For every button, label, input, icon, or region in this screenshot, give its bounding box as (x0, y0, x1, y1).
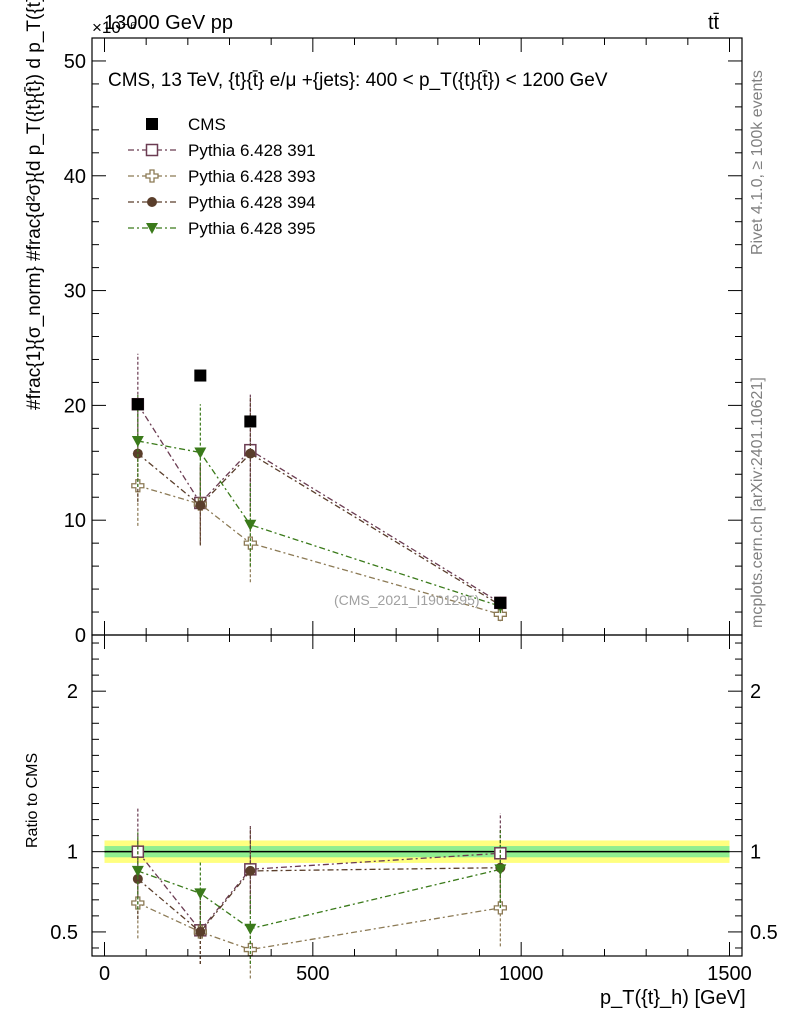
analysis-watermark: (CMS_2021_I1901295) (334, 592, 480, 608)
ratio-tick-label: 0.5 (50, 922, 78, 944)
series-3-ratio-line (137, 867, 501, 933)
series-4-ratio-point (244, 923, 257, 935)
legend-label: Pythia 6.428 395 (188, 219, 316, 238)
series-1-ratio-line (137, 851, 501, 932)
ratio-frame (91, 634, 743, 957)
y-tick-label: 40 (64, 166, 86, 188)
series-2-line (137, 485, 501, 615)
ratio-series-layer (131, 806, 507, 979)
legend-label: Pythia 6.428 394 (188, 193, 316, 212)
cms-data-point (194, 369, 207, 382)
ratio-tick-label-right: 1 (750, 842, 761, 864)
x-tick-label: 1500 (707, 963, 752, 985)
series-2-point (493, 607, 507, 621)
mcplots-label: mcplots.cern.ch [arXiv:2401.10621] (749, 377, 766, 628)
series-3-point (132, 448, 143, 459)
ratio-tick-label-right: 0.5 (750, 922, 778, 944)
x-tick-label: 500 (296, 963, 329, 985)
cms-uncertainty-band (104, 840, 730, 863)
x-axis-ticks: 0 500 1000 1500 (99, 38, 752, 985)
series-4-ratio-point (194, 888, 207, 900)
ratio-tick-label: 2 (67, 681, 78, 703)
plot-title: CMS, 13 TeV, {t}{t̄} e/μ +{jets}: 400 < … (108, 70, 608, 91)
ratio-tick-label: 1 (67, 842, 78, 864)
header-beam-label: 13000 GeV pp (104, 12, 233, 34)
series-3-point (245, 448, 256, 459)
legend-marker (146, 223, 158, 234)
series-4-ratio-point (494, 864, 507, 876)
legend-marker (145, 169, 159, 183)
cms-data-point (494, 596, 507, 609)
legend-marker (145, 143, 159, 157)
y-tick-label: 20 (64, 395, 86, 417)
series-3-line (137, 452, 501, 606)
y-tick-label: 30 (64, 281, 86, 303)
x-tick-label: 0 (99, 963, 110, 985)
ratio-tick-label-right: 2 (750, 681, 761, 703)
cms-data-point (131, 398, 144, 411)
main-panel: 0 10 20 30 40 50 CMS, 13 TeV, {t}{t̄} e/μ +{j… (24, 0, 743, 647)
legend-marker (147, 197, 157, 207)
x-tick-label: 1000 (499, 963, 544, 985)
series-1-line (137, 403, 501, 604)
main-ticks: 0 10 20 30 40 50 (64, 51, 742, 647)
series-3-ratio-point (245, 865, 256, 876)
series-2-ratio-line (137, 902, 501, 951)
rivet-version-label: Rivet 4.1.0, ≥ 100k events (749, 70, 766, 255)
y-tick-label: 50 (64, 51, 86, 73)
ratio-axis-label: Ratio to CMS (24, 753, 41, 848)
header-process-label: tt̄ (708, 12, 720, 34)
y-axis-label: #frac{1}{σ_norm} #frac{d²σ}{d p_T({t}{t̄… (24, 0, 45, 410)
legend-label: Pythia 6.428 391 (188, 141, 316, 160)
legend: CMS Pythia 6.428 391 Pythia 6.428 393 Pythi… (128, 115, 316, 238)
main-series-layer (131, 353, 507, 622)
ratio-ticks: 0.5 0.5 1 1 2 2 (50, 642, 778, 949)
legend-marker (146, 118, 158, 130)
y-axis-exponent: ×10⁻⁶ (92, 18, 137, 37)
legend-label: Pythia 6.428 393 (188, 167, 316, 186)
cms-data-point (244, 415, 257, 428)
series-3-ratio-point (195, 926, 206, 937)
y-tick-label: 0 (75, 625, 86, 647)
series-3-point (195, 500, 206, 511)
series-4-line (137, 440, 501, 607)
series-4-ratio-line (137, 868, 501, 930)
series-4-point (194, 447, 207, 459)
y-tick-label: 10 (64, 510, 86, 532)
x-axis-label: p_T({t}_h) [GeV] (600, 987, 746, 1009)
ratio-panel: 0.5 0.5 1 1 2 2 Ratio to CMS (24, 634, 778, 979)
legend-label: CMS (188, 115, 226, 134)
series-4-point (131, 435, 144, 447)
series-4-point (244, 519, 257, 531)
series-4-ratio-point (131, 865, 144, 877)
